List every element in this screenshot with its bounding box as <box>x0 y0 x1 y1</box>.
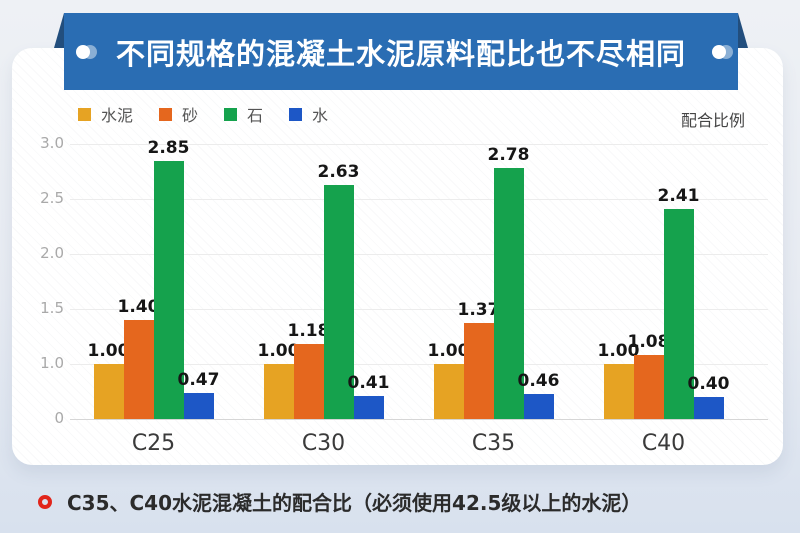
red-circle-bullet-icon <box>38 494 52 509</box>
bar <box>323 184 354 419</box>
bar-value-label: 0.46 <box>517 370 560 391</box>
legend-item-label: 水泥 <box>101 106 134 125</box>
bar <box>463 323 494 419</box>
legend-item: 砂 <box>159 102 198 126</box>
bar-value-label: 0.41 <box>347 373 390 394</box>
legend-swatch-icon <box>289 107 303 121</box>
gridline <box>70 199 768 200</box>
bar <box>523 393 554 419</box>
ribbon-fold-right-icon <box>738 13 748 48</box>
banner-dot-left-icon <box>75 44 97 59</box>
ribbon-fold-left-icon <box>54 13 64 48</box>
page-title: 不同规格的混凝土水泥原料配比也不尽相同 <box>115 36 686 71</box>
legend-swatch-icon <box>159 107 173 121</box>
bar-value-label: 2.78 <box>487 145 530 166</box>
banner-dot-right-icon <box>712 44 733 59</box>
footer-note: C35、C40水泥混凝土的配合比（必须使用42.5级以上的水泥） <box>38 487 641 516</box>
legend-swatch-icon <box>78 107 91 121</box>
x-axis-baseline <box>70 419 768 420</box>
bar <box>263 364 294 419</box>
legend-swatch-icon <box>224 107 238 121</box>
bar <box>433 364 464 419</box>
footer-text: C35、C40水泥混凝土的配合比（必须使用42.5级以上的水泥） <box>67 487 641 516</box>
bar-value-label: 1.00 <box>427 341 470 361</box>
bar-value-label: 0.40 <box>687 374 730 394</box>
bar <box>153 160 184 419</box>
bar-value-label: 1.18 <box>287 321 330 342</box>
bar-chart: 0 1.0 1.5 2.0 2.5 3.0 1.00 1.40 2.85 0.47 C25 1.00 1… <box>0 136 800 456</box>
category-label: C40 <box>641 431 686 456</box>
bar-value-label: 1.00 <box>257 341 300 361</box>
y-tick-label: 0 <box>54 409 64 427</box>
y-tick-label: 3.0 <box>40 134 64 152</box>
legend-item-label: 石 <box>247 106 264 125</box>
gridline <box>70 364 768 365</box>
bar <box>353 396 384 419</box>
legend-item-label: 水 <box>312 106 329 125</box>
y-tick-label: 1.0 <box>40 354 64 372</box>
gridline <box>70 144 768 145</box>
legend-item: 石 <box>224 102 263 126</box>
bar <box>183 393 214 419</box>
category-label: C25 <box>131 431 176 456</box>
axis-unit-label: 配合比例 <box>680 111 745 130</box>
bar-value-label: 1.00 <box>87 341 130 361</box>
legend-item: 水 <box>289 102 328 126</box>
bar-value-label: 0.47 <box>177 370 220 391</box>
chart-legend: 水泥 砂 石 水 <box>78 102 328 126</box>
bar-value-label: 1.37 <box>457 300 500 321</box>
y-tick-label: 2.5 <box>40 189 64 207</box>
footer-body: 水泥混凝土的配合比（必须使用42.5级以上的水泥） <box>172 491 642 515</box>
gridline <box>70 309 768 310</box>
title-banner: 不同规格的混凝土水泥原料配比也不尽相同 <box>64 13 738 90</box>
bar <box>633 355 664 419</box>
y-tick-label: 2.0 <box>40 244 64 262</box>
bar-value-label: 1.00 <box>597 341 640 361</box>
y-tick-label: 1.5 <box>40 299 64 317</box>
category-label: C35 <box>471 431 516 456</box>
bar-value-label: 2.41 <box>657 185 700 206</box>
bar <box>693 397 724 419</box>
bar-value-label: 1.08 <box>627 332 670 353</box>
bar-value-label: 2.63 <box>317 161 360 182</box>
legend-item-label: 砂 <box>182 106 199 125</box>
legend-item: 水泥 <box>78 102 133 126</box>
footer-highlight: C35、C40 <box>67 491 173 515</box>
bar-value-label: 1.40 <box>117 297 160 317</box>
bar <box>93 364 124 419</box>
category-label: C30 <box>301 431 346 456</box>
bar <box>663 208 694 419</box>
bar <box>123 320 154 419</box>
bar-value-label: 2.85 <box>147 137 190 158</box>
bar <box>293 344 324 419</box>
gridline <box>70 254 768 255</box>
bar <box>493 168 524 419</box>
bar <box>603 364 634 419</box>
